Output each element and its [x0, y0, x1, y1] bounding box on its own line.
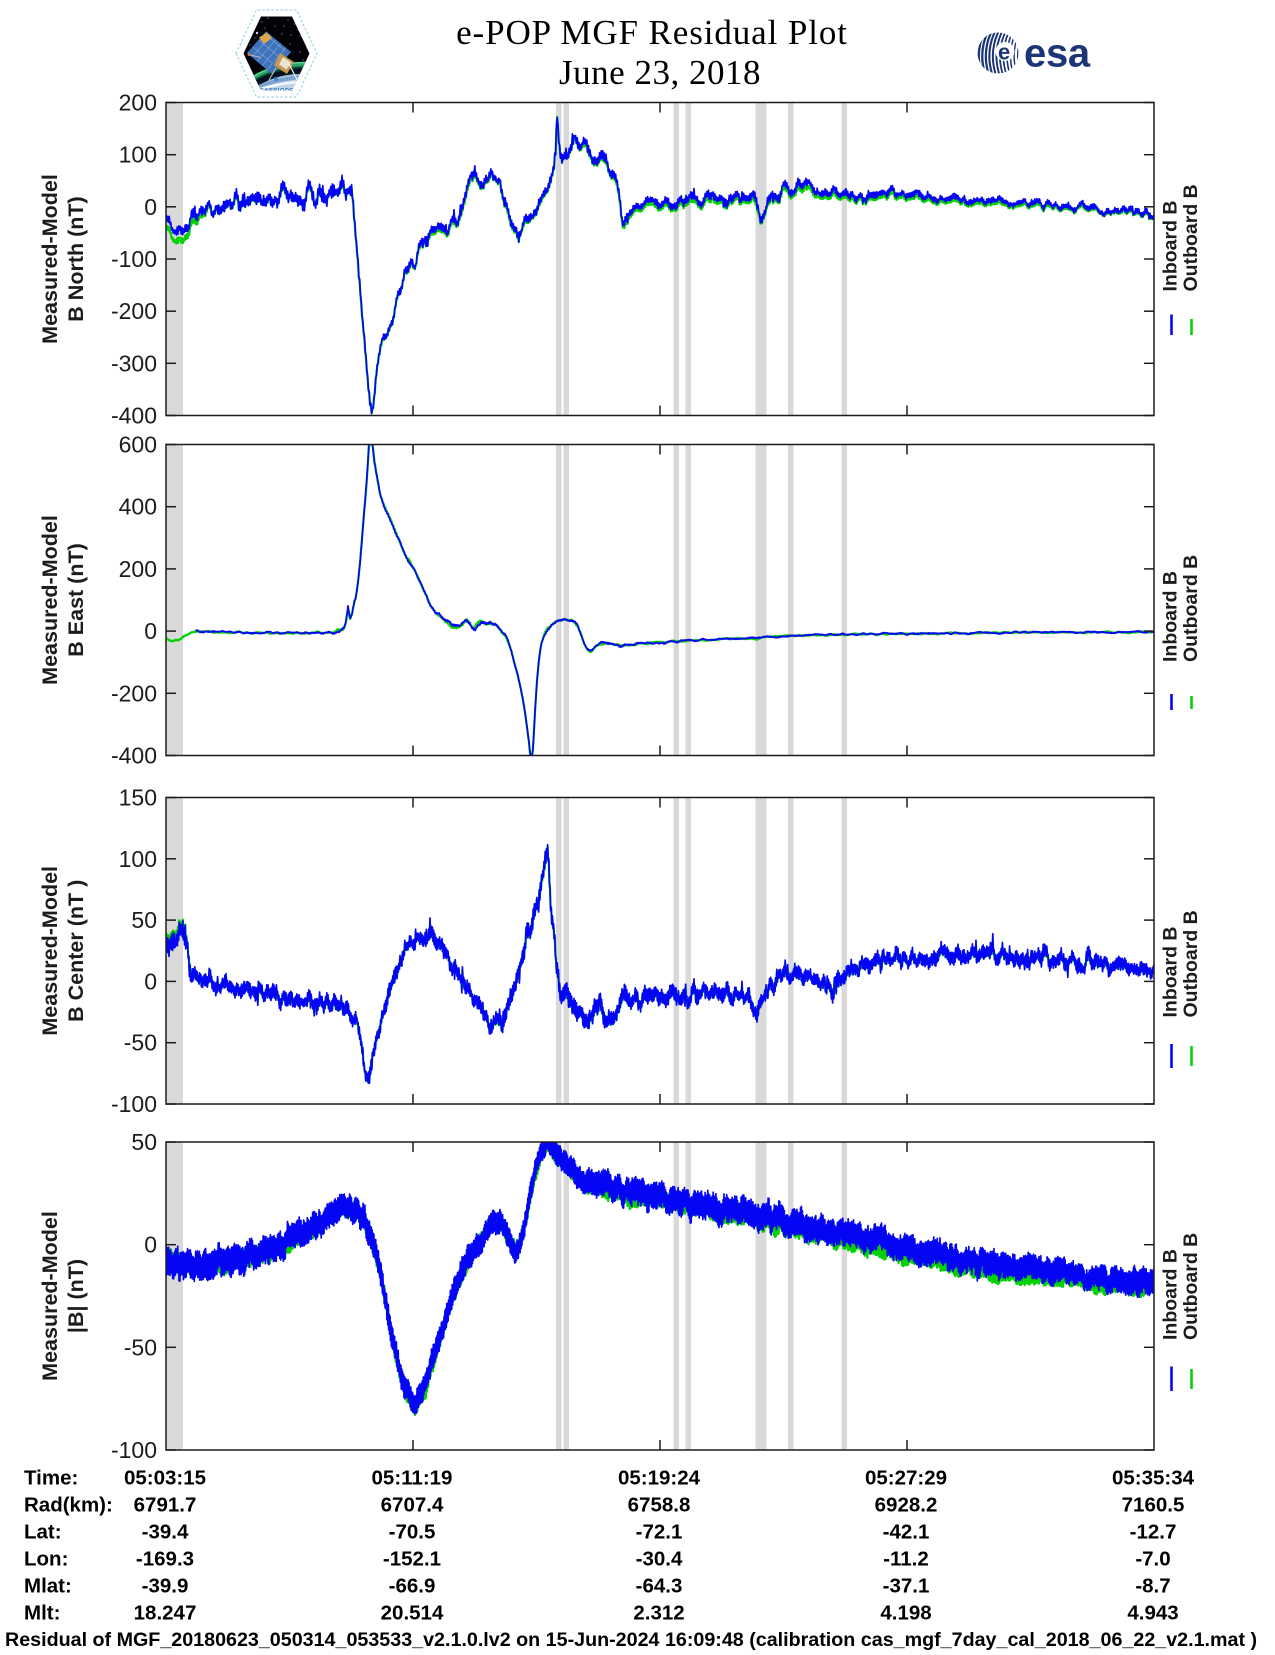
svg-text:-100: -100 [111, 246, 157, 272]
svg-text:Lon:: Lon: [24, 1548, 68, 1571]
svg-text:-50: -50 [124, 1030, 157, 1056]
svg-text:Outboard B: Outboard B [1180, 184, 1202, 291]
svg-text:B North (nT): B North (nT) [64, 196, 88, 321]
svg-text:CASSIOPE: CASSIOPE [259, 88, 293, 95]
svg-text:0: 0 [144, 968, 157, 994]
svg-text:20.514: 20.514 [381, 1602, 444, 1625]
svg-text:-39.4: -39.4 [142, 1521, 189, 1544]
svg-text:18.247: 18.247 [134, 1602, 197, 1625]
svg-text:-100: -100 [111, 1091, 157, 1117]
svg-text:05:27:29: 05:27:29 [865, 1467, 947, 1490]
svg-text:2.312: 2.312 [633, 1602, 684, 1625]
svg-text:200: 200 [119, 90, 157, 116]
svg-text:esa: esa [1024, 32, 1091, 76]
svg-text:Measured-Model: Measured-Model [38, 866, 62, 1036]
svg-text:50: 50 [131, 907, 157, 933]
svg-text:-152.1: -152.1 [383, 1548, 441, 1571]
svg-text:e: e [998, 40, 1010, 65]
svg-text:05:03:15: 05:03:15 [124, 1467, 206, 1490]
svg-text:-8.7: -8.7 [1135, 1575, 1170, 1598]
svg-text:Inboard B: Inboard B [1160, 201, 1182, 292]
svg-text:Measured-Model: Measured-Model [38, 174, 62, 344]
svg-text:-200: -200 [111, 680, 157, 706]
svg-text:6791.7: 6791.7 [134, 1494, 197, 1517]
svg-text:4.198: 4.198 [880, 1602, 931, 1625]
svg-text:0: 0 [144, 618, 157, 644]
svg-text:-37.1: -37.1 [883, 1575, 930, 1598]
svg-text:150: 150 [119, 785, 157, 811]
svg-text:Outboard B: Outboard B [1180, 1233, 1202, 1340]
svg-text:Measured-Model: Measured-Model [38, 515, 62, 685]
svg-text:Inboard B: Inboard B [1160, 927, 1182, 1018]
svg-text:-11.2: -11.2 [883, 1548, 929, 1571]
svg-text:B Center (nT ): B Center (nT ) [64, 880, 88, 1022]
svg-text:05:35:34: 05:35:34 [1112, 1467, 1195, 1490]
svg-text:-7.0: -7.0 [1135, 1548, 1170, 1571]
svg-text:Mlat:: Mlat: [24, 1575, 72, 1598]
svg-text:-100: -100 [111, 1437, 157, 1463]
svg-text:0: 0 [144, 194, 157, 220]
svg-text:June 23, 2018: June 23, 2018 [559, 53, 761, 92]
svg-text:7160.5: 7160.5 [1122, 1494, 1185, 1517]
svg-text:e-POP MGF Residual Plot: e-POP MGF Residual Plot [456, 13, 848, 52]
svg-text:-64.3: -64.3 [636, 1575, 683, 1598]
svg-text:05:11:19: 05:11:19 [372, 1467, 453, 1490]
svg-text:-169.3: -169.3 [136, 1548, 194, 1571]
svg-text:600: 600 [119, 432, 157, 458]
svg-text:Mlt:: Mlt: [24, 1602, 60, 1625]
svg-text:Inboard B: Inboard B [1160, 1249, 1182, 1340]
svg-text:-400: -400 [111, 743, 157, 769]
svg-text:-72.1: -72.1 [636, 1521, 683, 1544]
svg-text:0: 0 [144, 1232, 157, 1258]
svg-text:05:19:24: 05:19:24 [618, 1467, 701, 1490]
svg-text:50: 50 [131, 1129, 157, 1155]
svg-text:Inboard B: Inboard B [1160, 571, 1182, 662]
svg-text:Outboard B: Outboard B [1180, 910, 1202, 1017]
svg-text:-66.9: -66.9 [389, 1575, 436, 1598]
svg-text:|B| (nT): |B| (nT) [64, 1259, 88, 1333]
svg-text:400: 400 [119, 494, 157, 520]
svg-text:6758.8: 6758.8 [628, 1494, 691, 1517]
svg-text:-200: -200 [111, 298, 157, 324]
svg-text:6707.4: 6707.4 [381, 1494, 444, 1517]
svg-text:4.943: 4.943 [1127, 1602, 1178, 1625]
svg-text:Outboard B: Outboard B [1180, 555, 1202, 662]
svg-text:Measured-Model: Measured-Model [38, 1211, 62, 1381]
svg-text:B East (nT): B East (nT) [64, 543, 88, 656]
svg-text:-50: -50 [124, 1334, 157, 1360]
svg-text:100: 100 [119, 846, 157, 872]
svg-text:-12.7: -12.7 [1130, 1521, 1177, 1544]
svg-text:-30.4: -30.4 [636, 1548, 683, 1571]
svg-text:100: 100 [119, 142, 157, 168]
svg-text:-300: -300 [111, 350, 157, 376]
svg-text:Lat:: Lat: [24, 1521, 62, 1544]
svg-text:-42.1: -42.1 [883, 1521, 930, 1544]
svg-text:Rad(km):: Rad(km): [24, 1494, 113, 1517]
svg-text:-400: -400 [111, 403, 157, 429]
svg-text:-70.5: -70.5 [389, 1521, 436, 1544]
svg-text:6928.2: 6928.2 [875, 1494, 938, 1517]
svg-text:-39.9: -39.9 [142, 1575, 189, 1598]
svg-text:200: 200 [119, 556, 157, 582]
svg-text:Time:: Time: [24, 1467, 78, 1490]
svg-text:Residual of MGF_20180623_05031: Residual of MGF_20180623_050314_053533_v… [5, 1629, 1257, 1650]
